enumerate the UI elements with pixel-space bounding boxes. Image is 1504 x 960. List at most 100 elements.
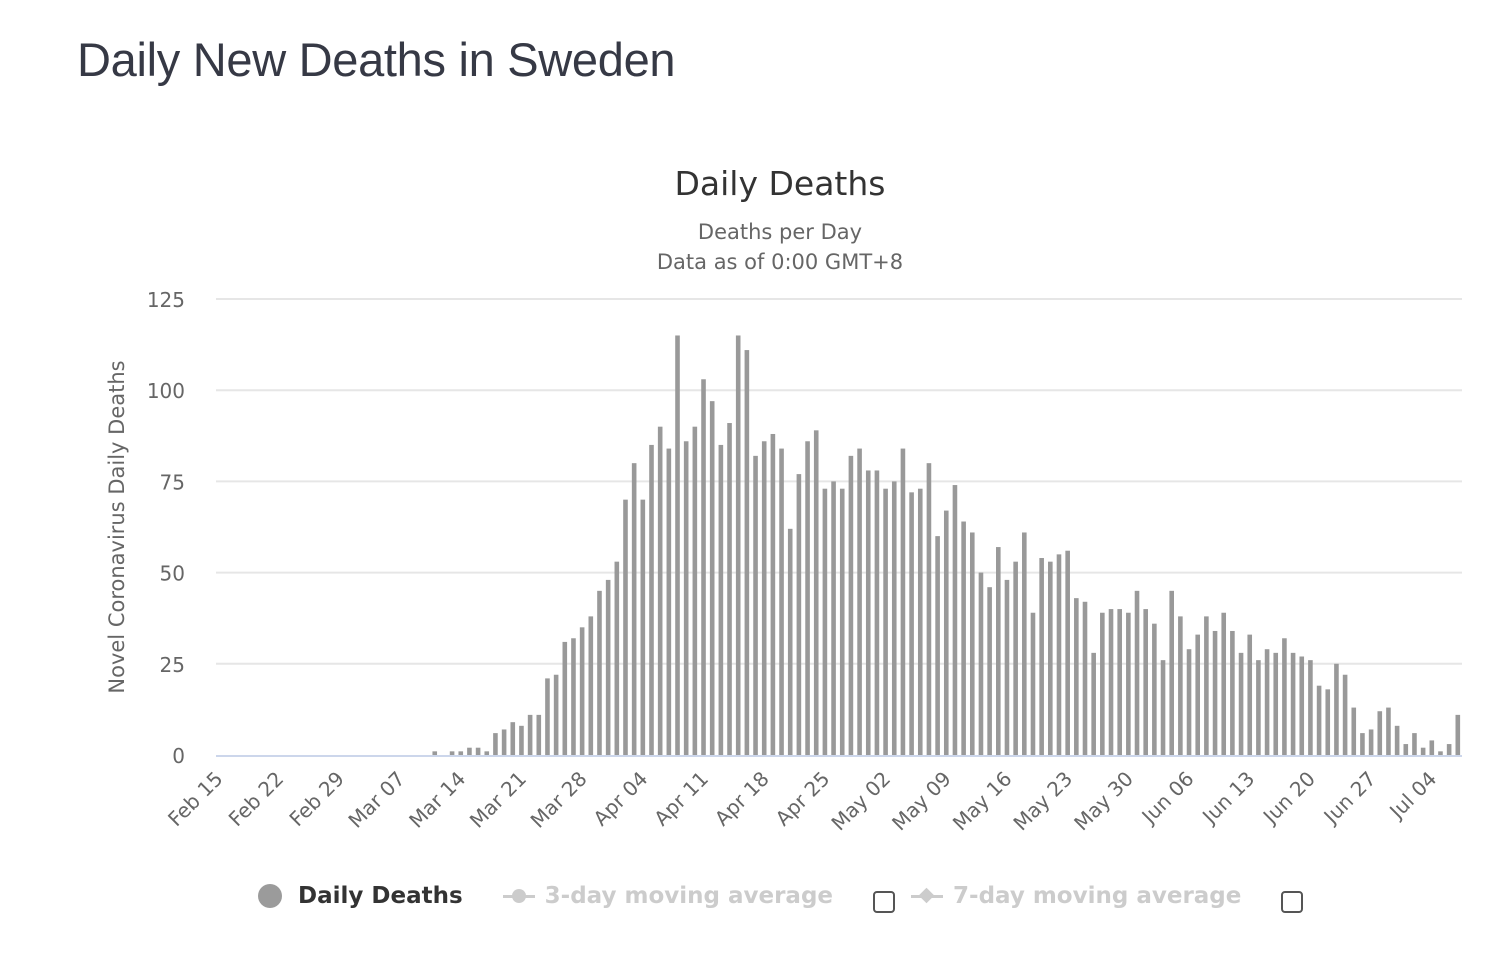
bar[interactable] [1022, 532, 1027, 755]
bar[interactable] [718, 444, 724, 755]
bar[interactable] [1117, 609, 1122, 755]
bar[interactable] [1394, 725, 1400, 755]
bar[interactable] [779, 448, 784, 755]
bar[interactable] [493, 733, 498, 755]
bar[interactable] [614, 561, 620, 755]
bar[interactable] [735, 335, 741, 755]
bar[interactable] [813, 430, 819, 755]
bar[interactable] [709, 401, 715, 755]
bar[interactable] [744, 350, 750, 755]
bar[interactable] [1256, 660, 1261, 755]
bar[interactable] [935, 536, 940, 755]
legend-item-3-day-average[interactable]: 3-day moving average [502, 883, 833, 909]
bar[interactable] [510, 722, 516, 755]
legend-item-7-day-average[interactable]: 7-day moving average [911, 883, 1241, 909]
bar[interactable] [1429, 740, 1435, 755]
bar[interactable] [1412, 733, 1417, 755]
bar[interactable] [1360, 733, 1365, 755]
bar[interactable] [1160, 660, 1166, 755]
bar[interactable] [1238, 652, 1244, 755]
bar[interactable] [1446, 744, 1452, 755]
bar[interactable] [978, 572, 984, 755]
bar[interactable] [943, 510, 949, 755]
bar[interactable] [891, 481, 897, 755]
bar[interactable] [1195, 634, 1201, 755]
bar[interactable] [1134, 590, 1140, 755]
bar[interactable] [1230, 630, 1235, 755]
bar[interactable] [683, 441, 689, 755]
bar[interactable] [501, 729, 507, 755]
bar[interactable] [597, 590, 602, 755]
bar[interactable] [1186, 649, 1192, 755]
bar[interactable] [1039, 558, 1044, 755]
bar[interactable] [1048, 561, 1053, 755]
bar[interactable] [1282, 638, 1287, 755]
bar[interactable] [675, 335, 680, 755]
bar[interactable] [640, 499, 646, 755]
bar[interactable] [605, 579, 611, 755]
bar[interactable] [987, 587, 992, 755]
bar[interactable] [753, 455, 758, 755]
bar[interactable] [1178, 616, 1183, 755]
bar[interactable] [1221, 612, 1227, 755]
bar[interactable] [969, 532, 975, 755]
bar[interactable] [796, 474, 802, 755]
bar[interactable] [831, 481, 836, 755]
bar[interactable] [545, 678, 550, 755]
bar[interactable] [857, 448, 862, 755]
bar[interactable] [1074, 598, 1079, 755]
bar[interactable] [727, 423, 732, 755]
bar[interactable] [1065, 550, 1070, 755]
bar[interactable] [519, 725, 524, 755]
bar[interactable] [1325, 689, 1331, 755]
bar[interactable] [952, 485, 958, 755]
bar[interactable] [1004, 579, 1010, 755]
bar[interactable] [449, 751, 455, 755]
bar[interactable] [1169, 590, 1174, 755]
bar[interactable] [579, 627, 585, 755]
bar[interactable] [996, 547, 1001, 755]
bar[interactable] [883, 488, 888, 755]
bar[interactable] [1152, 623, 1157, 755]
bar[interactable] [484, 751, 490, 755]
bar[interactable] [961, 521, 966, 755]
bar[interactable] [1455, 714, 1461, 755]
bar[interactable] [1091, 652, 1096, 755]
bar[interactable] [1056, 554, 1062, 755]
bar[interactable] [527, 714, 533, 755]
bar[interactable] [865, 470, 871, 755]
bar[interactable] [458, 751, 464, 755]
bar[interactable] [571, 638, 576, 755]
bar[interactable] [701, 379, 706, 755]
bar[interactable] [562, 641, 568, 755]
bar[interactable] [1351, 707, 1357, 755]
3-day-average-checkbox[interactable] [873, 891, 896, 913]
bar[interactable] [475, 747, 481, 755]
bar[interactable] [1308, 660, 1313, 755]
bar[interactable] [657, 426, 663, 755]
bar[interactable] [805, 441, 810, 755]
bar[interactable] [1264, 649, 1270, 755]
bar[interactable] [1247, 634, 1253, 755]
bar[interactable] [1377, 711, 1383, 755]
bar[interactable] [623, 499, 628, 755]
bar[interactable] [1082, 601, 1088, 755]
bar[interactable] [1030, 612, 1036, 755]
bar[interactable] [1299, 656, 1305, 756]
bar[interactable] [1212, 630, 1218, 755]
bar[interactable] [822, 488, 828, 755]
bar[interactable] [848, 455, 854, 755]
bar[interactable] [1386, 707, 1391, 755]
bar[interactable] [1126, 612, 1131, 755]
bar[interactable] [1438, 751, 1443, 755]
bar[interactable] [770, 433, 776, 755]
bar[interactable] [1334, 663, 1339, 755]
legend-item-daily-deaths[interactable]: Daily Deaths [258, 883, 463, 909]
bar[interactable] [649, 444, 654, 755]
bar[interactable] [1204, 616, 1209, 755]
bar[interactable] [631, 463, 637, 755]
7-day-average-checkbox[interactable] [1281, 891, 1304, 913]
bar[interactable] [1290, 652, 1296, 755]
bar[interactable] [1100, 612, 1105, 755]
bar[interactable] [1273, 652, 1279, 755]
